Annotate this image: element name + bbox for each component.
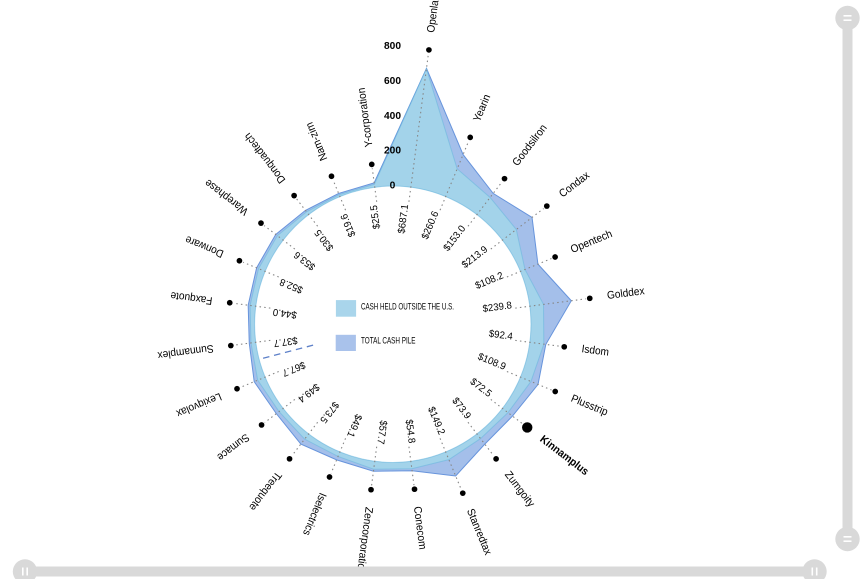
svg-text:0: 0 (390, 181, 396, 192)
svg-text:CASH HELD OUTSIDE THE U.S.: CASH HELD OUTSIDE THE U.S. (361, 301, 454, 311)
svg-text:TOTAL CASH PILE: TOTAL CASH PILE (361, 335, 416, 345)
svg-text:$37.7: $37.7 (273, 334, 299, 348)
svg-text:800: 800 (384, 41, 401, 52)
svg-text:Isdom: Isdom (581, 343, 610, 358)
svg-text:Golddex: Golddex (606, 285, 645, 302)
svg-text:$92.4: $92.4 (488, 329, 514, 343)
svg-text:200: 200 (384, 146, 401, 157)
svg-text:$54.8: $54.8 (403, 419, 417, 445)
svg-text:$239.8: $239.8 (482, 300, 513, 315)
svg-text:Openla: Openla (425, 0, 441, 33)
svg-text:$57.7: $57.7 (374, 420, 388, 446)
svg-text:Faxquote: Faxquote (170, 289, 213, 306)
svg-text:$44.0: $44.0 (272, 306, 298, 320)
svg-text:600: 600 (384, 76, 401, 87)
svg-text:Conecom: Conecom (411, 506, 429, 550)
svg-text:$25.5: $25.5 (369, 204, 383, 230)
svg-text:$687.1: $687.1 (396, 203, 411, 234)
svg-text:400: 400 (384, 111, 401, 122)
